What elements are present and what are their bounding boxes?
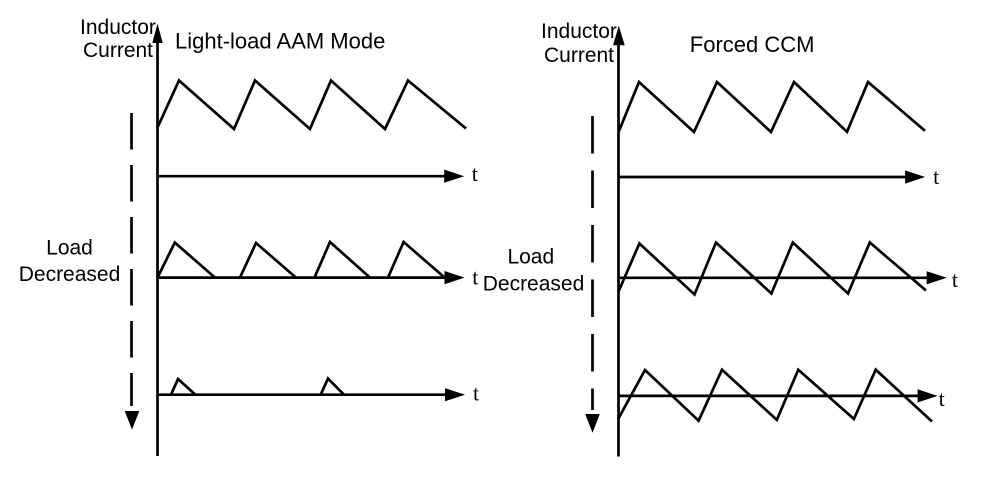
svg-text:Decreased: Decreased [19, 263, 121, 286]
svg-text:Light-load AAM Mode: Light-load AAM Mode [175, 28, 385, 53]
svg-text:Current: Current [544, 44, 614, 67]
svg-text:Load: Load [46, 236, 93, 259]
svg-text:Current: Current [83, 39, 153, 62]
svg-text:t: t [933, 164, 939, 189]
svg-text:t: t [952, 267, 958, 292]
svg-text:t: t [473, 380, 479, 405]
svg-text:Forced CCM: Forced CCM [690, 32, 815, 57]
svg-text:Decreased: Decreased [483, 272, 585, 295]
svg-text:Inductor: Inductor [541, 20, 617, 43]
svg-text:t: t [472, 265, 478, 290]
svg-text:Load: Load [507, 246, 554, 269]
svg-text:Inductor: Inductor [80, 16, 156, 39]
svg-text:t: t [939, 386, 945, 411]
svg-text:t: t [472, 161, 478, 186]
